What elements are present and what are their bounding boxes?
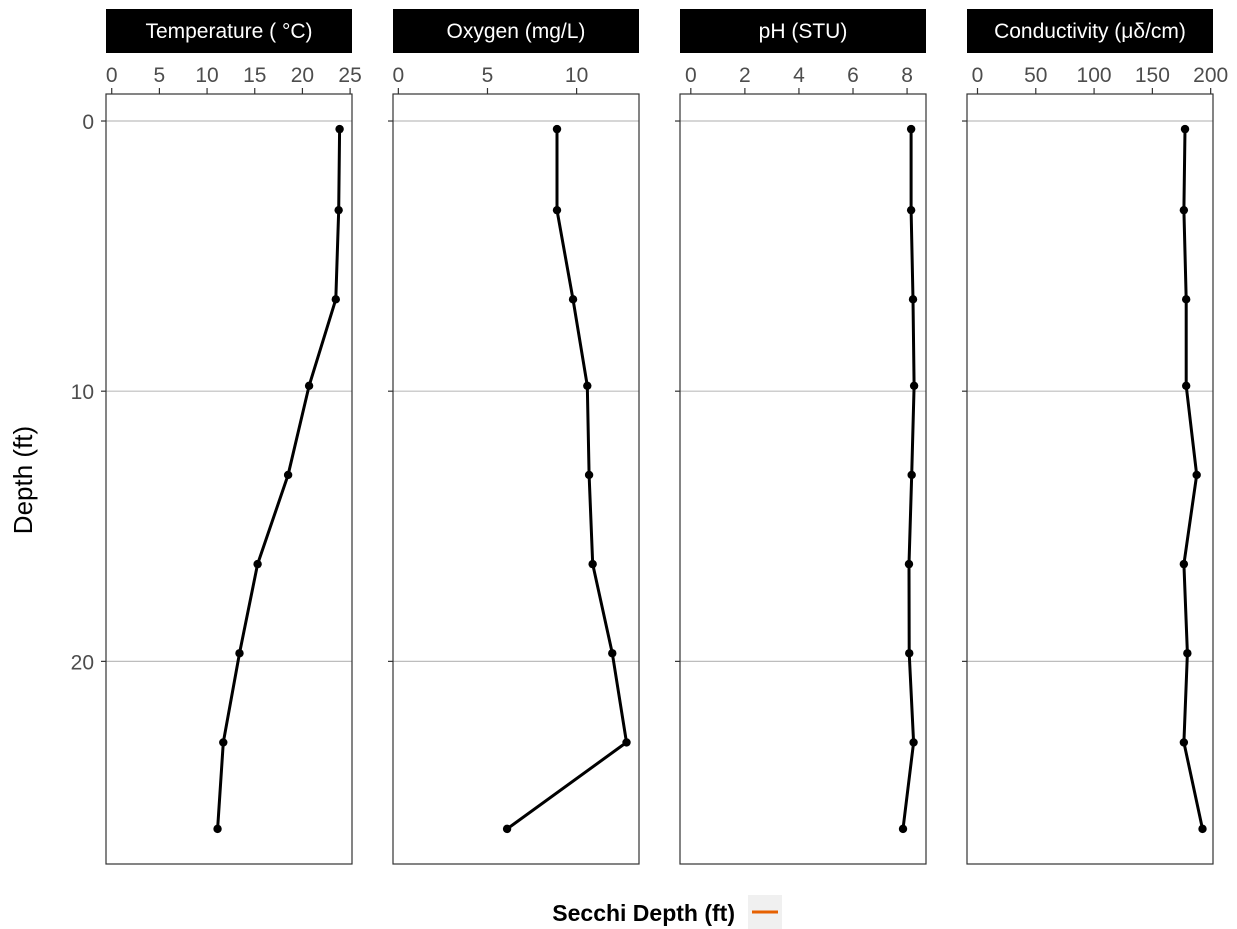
data-point (588, 559, 597, 569)
profile-line (216, 129, 342, 829)
x-tick-label: 100 (1077, 64, 1112, 87)
data-point (1198, 824, 1207, 834)
data-point (905, 649, 914, 658)
x-tick-label: 20 (291, 64, 314, 87)
x-tick-label: 0 (685, 64, 697, 87)
x-tick-label: 5 (482, 64, 494, 87)
panel-3: pH (STU) 0 2 4 6 8 (675, 9, 927, 865)
x-tick-label: 150 (1135, 64, 1170, 87)
profile-line (1182, 129, 1204, 830)
panel-2: Oxygen (mg/L) 0 5 10 (388, 9, 640, 865)
data-point (1179, 738, 1189, 747)
data-point (904, 559, 914, 569)
data-point (331, 295, 340, 304)
data-point (1181, 381, 1191, 390)
x-tick-label: 2 (739, 64, 751, 87)
data-point (1183, 649, 1192, 658)
x-tick-label: 4 (793, 64, 805, 87)
panel-border (679, 93, 927, 865)
data-point (909, 381, 919, 390)
panel-strip (967, 9, 1213, 53)
data-point (304, 381, 314, 390)
data-point (552, 124, 562, 134)
data-point (1179, 205, 1189, 215)
x-tick-label: 10 (565, 64, 588, 87)
data-point (622, 738, 631, 747)
panel-border (105, 93, 353, 865)
panel-strip (393, 9, 639, 53)
panel-title: pH (STU) (759, 20, 848, 43)
data-point (235, 649, 244, 658)
profile-line (506, 129, 628, 831)
data-point (502, 824, 512, 834)
data-point (608, 649, 617, 658)
data-point (1192, 470, 1201, 480)
legend: Secchi Depth (ft) (552, 895, 782, 929)
data-point (568, 295, 578, 304)
data-point (213, 824, 222, 834)
x-tick-label: 0 (106, 64, 118, 87)
data-point (253, 559, 262, 569)
data-point (219, 738, 228, 747)
x-tick-label: 200 (1193, 64, 1228, 87)
data-point (283, 470, 293, 480)
data-point (584, 470, 594, 480)
data-point (1180, 124, 1190, 134)
data-point (583, 381, 592, 390)
panel-border (966, 93, 1214, 865)
data-point (335, 124, 344, 134)
x-tick-label: 8 (901, 64, 913, 87)
x-tick-label: 5 (154, 64, 166, 87)
y-tick-label: 0 (82, 111, 94, 134)
x-tick-label: 15 (243, 64, 266, 87)
data-point (334, 205, 343, 215)
data-point (1181, 295, 1191, 304)
x-tick-label: 6 (847, 64, 859, 87)
x-tick-label: 0 (972, 64, 984, 87)
panel-strip (106, 9, 352, 53)
data-point (906, 205, 916, 215)
panel-1: Temperature ( °C) 0 5 10 15 20 25 (101, 9, 362, 865)
x-tick-label: 0 (393, 64, 405, 87)
y-axis-label: Depth (ft) (8, 426, 38, 534)
legend-title: Secchi Depth (ft) (552, 900, 735, 926)
data-point (909, 738, 918, 747)
panel-title: Oxygen (mg/L) (447, 20, 586, 43)
panel-border (392, 93, 640, 865)
data-point (898, 824, 908, 834)
panel-strip (680, 9, 926, 53)
panel-title: Conductivity (μδ/cm) (994, 20, 1186, 43)
x-tick-label: 25 (338, 64, 361, 87)
data-point (1179, 559, 1189, 569)
panel-4: Conductivity (μδ/cm) 0 50 100 150 200 (962, 9, 1228, 865)
y-tick-label: 20 (71, 651, 94, 674)
data-point (908, 295, 918, 304)
x-tick-label: 50 (1024, 64, 1047, 87)
data-point (552, 205, 562, 215)
x-tick-label: 10 (195, 64, 218, 87)
data-point (906, 124, 916, 134)
panel-title: Temperature ( °C) (145, 20, 312, 43)
data-point (907, 470, 916, 480)
y-tick-label: 10 (71, 381, 94, 404)
